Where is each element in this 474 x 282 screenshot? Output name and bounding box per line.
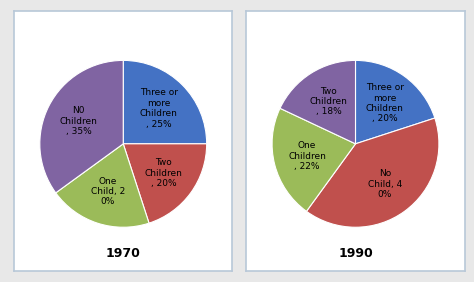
Text: Two
Children
, 20%: Two Children , 20% [145,158,182,188]
Wedge shape [272,108,356,211]
Wedge shape [123,60,207,144]
Wedge shape [356,60,435,144]
Text: Two
Children
, 18%: Two Children , 18% [310,87,347,116]
Text: 1970: 1970 [106,247,141,260]
Text: N0
Children
, 35%: N0 Children , 35% [60,106,98,136]
Wedge shape [307,118,439,227]
Text: One
Child, 2
0%: One Child, 2 0% [91,177,125,206]
Text: No
Child, 4
0%: No Child, 4 0% [368,169,402,199]
Wedge shape [56,144,149,227]
Text: Three or
more
Children
, 20%: Three or more Children , 20% [366,83,404,124]
Wedge shape [280,60,356,144]
Wedge shape [40,60,123,193]
Wedge shape [123,144,207,223]
Text: Three or
more
Children
, 25%: Three or more Children , 25% [140,88,178,129]
Text: 1990: 1990 [338,247,373,260]
Text: One
Children
, 22%: One Children , 22% [288,141,326,171]
